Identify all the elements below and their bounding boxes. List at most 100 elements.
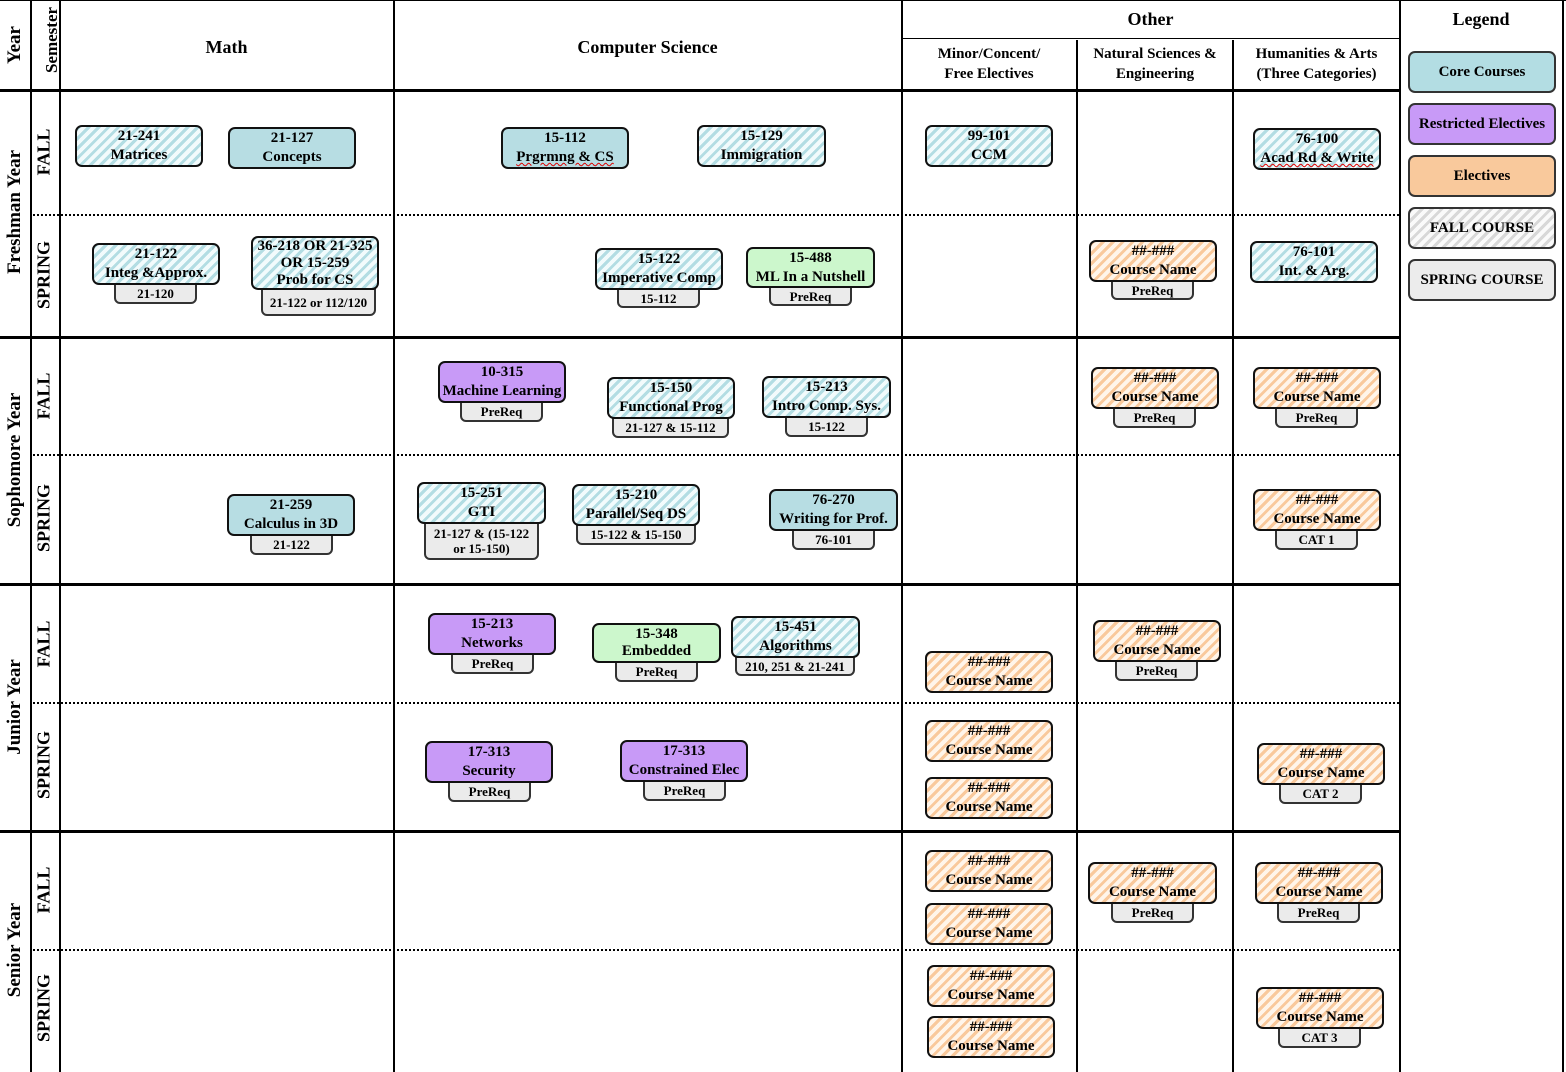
grid-line — [0, 0, 1566, 1]
semester-header: Semester — [42, 6, 61, 74]
prereq-label: PreReq — [769, 286, 852, 306]
course-15-112[interactable]: 15-112 Prgrmng & CS — [501, 127, 629, 169]
prereq-label: PreReq — [1113, 407, 1196, 428]
legend-restricted-electives: Restricted Electives — [1408, 103, 1556, 145]
other-header: Other — [1127, 9, 1174, 29]
elective-course[interactable]: ##-### Course Name — [1091, 367, 1219, 409]
legend-electives: Electives — [1408, 155, 1556, 197]
elective-course[interactable]: ##-### Course Name — [925, 903, 1053, 945]
minor-header: Minor/Concent/Free Electives — [937, 46, 1041, 82]
semester-label-spring: SPRING — [33, 483, 54, 553]
course-36-218[interactable]: 36-218 OR 21-325 OR 15-259 Prob for CS — [251, 236, 379, 290]
prereq-label: 210, 251 & 21-241 — [735, 656, 855, 676]
legend-header: Legend — [1452, 9, 1510, 29]
elective-course[interactable]: ##-### Course Name — [927, 965, 1055, 1007]
course-15-213-intro[interactable]: 15-213 Intro Comp. Sys. — [762, 376, 891, 418]
prereq-label: PreReq — [448, 781, 531, 802]
prereq-label: 15-122 — [785, 416, 868, 437]
grid-line — [0, 336, 1399, 339]
humanities-header: Humanities & Arts (Three Categories) — [1255, 46, 1378, 82]
prereq-label: CAT 1 — [1275, 529, 1358, 550]
elective-course[interactable]: ##-### Course Name — [1257, 743, 1385, 785]
course-15-251[interactable]: 15-251 GTI — [417, 482, 546, 524]
semester-label-spring: SPRING — [33, 973, 54, 1043]
legend-spring-course: SPRING COURSE — [1408, 259, 1556, 301]
grid-line — [1076, 40, 1078, 1072]
course-15-488[interactable]: 15-488 ML In a Nutshell — [746, 247, 875, 288]
prereq-label: PreReq — [1115, 660, 1198, 681]
grid-line — [30, 949, 1399, 951]
course-76-270[interactable]: 76-270 Writing for Prof. — [769, 489, 898, 531]
prereq-label: 21-120 — [114, 283, 197, 304]
course-21-127[interactable]: 21-127 Concepts — [228, 127, 356, 169]
prereq-label: 15-122 & 15-150 — [576, 524, 696, 545]
legend-core-courses: Core Courses — [1408, 51, 1556, 93]
elective-course[interactable]: ##-### Course Name — [925, 777, 1053, 819]
elective-course[interactable]: ##-### Course Name — [1255, 862, 1383, 904]
semester-label-spring: SPRING — [33, 730, 54, 800]
prereq-label: 21-122 — [250, 534, 333, 555]
semester-label-fall: FALL — [33, 372, 54, 420]
year-header: Year — [4, 26, 25, 64]
course-76-100[interactable]: 76-100 Acad Rd & Write — [1253, 128, 1381, 170]
prereq-label: 76-101 — [792, 529, 875, 550]
semester-label-spring: SPRING — [33, 240, 54, 310]
prereq-label: PreReq — [451, 653, 534, 674]
prereq-label: PreReq — [1111, 902, 1194, 923]
course-15-129[interactable]: 15-129 Immigration — [697, 125, 826, 167]
elective-course[interactable]: ##-### Course Name — [1256, 987, 1384, 1029]
semester-label-fall: FALL — [33, 128, 54, 176]
prereq-label: PreReq — [643, 780, 726, 801]
prereq-label: PreReq — [460, 401, 543, 422]
grid-line — [30, 454, 1399, 456]
course-17-313-security[interactable]: 17-313 Security — [425, 741, 553, 783]
course-15-210[interactable]: 15-210 Parallel/Seq DS — [572, 484, 700, 526]
natsci-header: Natural Sciences & Engineering — [1093, 46, 1217, 82]
prereq-label: PreReq — [1277, 902, 1360, 923]
course-15-150[interactable]: 15-150 Functional Prog — [607, 377, 735, 419]
course-21-122[interactable]: 21-122 Integ &Approx. — [92, 243, 220, 285]
elective-course[interactable]: ##-### Course Name — [925, 850, 1053, 892]
course-15-122[interactable]: 15-122 Imperative Comp — [595, 248, 723, 290]
grid-line — [0, 89, 1399, 92]
year-label-junior: Junior Year — [4, 659, 25, 755]
elective-course[interactable]: ##-### Course Name — [1253, 489, 1381, 531]
grid-line — [30, 214, 1399, 216]
course-10-315[interactable]: 10-315 Machine Learning — [438, 361, 566, 403]
course-15-213-networks[interactable]: 15-213 Networks — [428, 613, 556, 655]
course-21-241[interactable]: 21-241 Matrices — [75, 125, 203, 167]
elective-course[interactable]: ##-### Course Name — [1088, 862, 1217, 904]
prereq-label: 15-112 — [617, 288, 700, 308]
grid-line — [30, 702, 1399, 704]
grid-line — [30, 0, 32, 1072]
elective-course[interactable]: ##-### Course Name — [1093, 620, 1221, 662]
elective-course[interactable]: ##-### Course Name — [1253, 367, 1381, 409]
grid-line — [1232, 40, 1234, 1072]
prereq-label: 21-127 & (15-122 or 15-150) — [424, 522, 539, 560]
prereq-label: 21-122 or 112/120 — [261, 288, 376, 316]
grid-line — [0, 830, 1399, 833]
math-header: Math — [205, 37, 248, 57]
course-15-451[interactable]: 15-451 Algorithms — [731, 616, 860, 658]
course-76-101[interactable]: 76-101 Int. & Arg. — [1250, 241, 1378, 283]
grid-line — [901, 0, 903, 1072]
grid-line — [1562, 0, 1564, 1072]
grid-line — [393, 0, 395, 1072]
course-17-313-constrained[interactable]: 17-313 Constrained Elec — [620, 740, 748, 782]
year-label-sophomore: Sophomore Year — [4, 392, 25, 528]
elective-course[interactable]: ##-### Course Name — [1089, 240, 1217, 282]
semester-label-fall: FALL — [33, 620, 54, 668]
grid-line — [901, 38, 1399, 39]
course-21-259[interactable]: 21-259 Calculus in 3D — [227, 494, 355, 536]
year-label-freshman: Freshman Year — [4, 149, 25, 275]
semester-label-fall: FALL — [33, 866, 54, 914]
prereq-label: PreReq — [1111, 280, 1194, 300]
course-15-348[interactable]: 15-348 Embedded — [592, 623, 721, 663]
elective-course[interactable]: ##-### Course Name — [927, 1016, 1055, 1058]
course-99-101[interactable]: 99-101 CCM — [925, 125, 1053, 167]
legend-fall-course: FALL COURSE — [1408, 207, 1556, 249]
grid-line — [59, 0, 61, 1072]
elective-course[interactable]: ##-### Course Name — [925, 720, 1053, 762]
prereq-label: PreReq — [615, 661, 698, 682]
elective-course[interactable]: ##-### Course Name — [925, 651, 1053, 693]
